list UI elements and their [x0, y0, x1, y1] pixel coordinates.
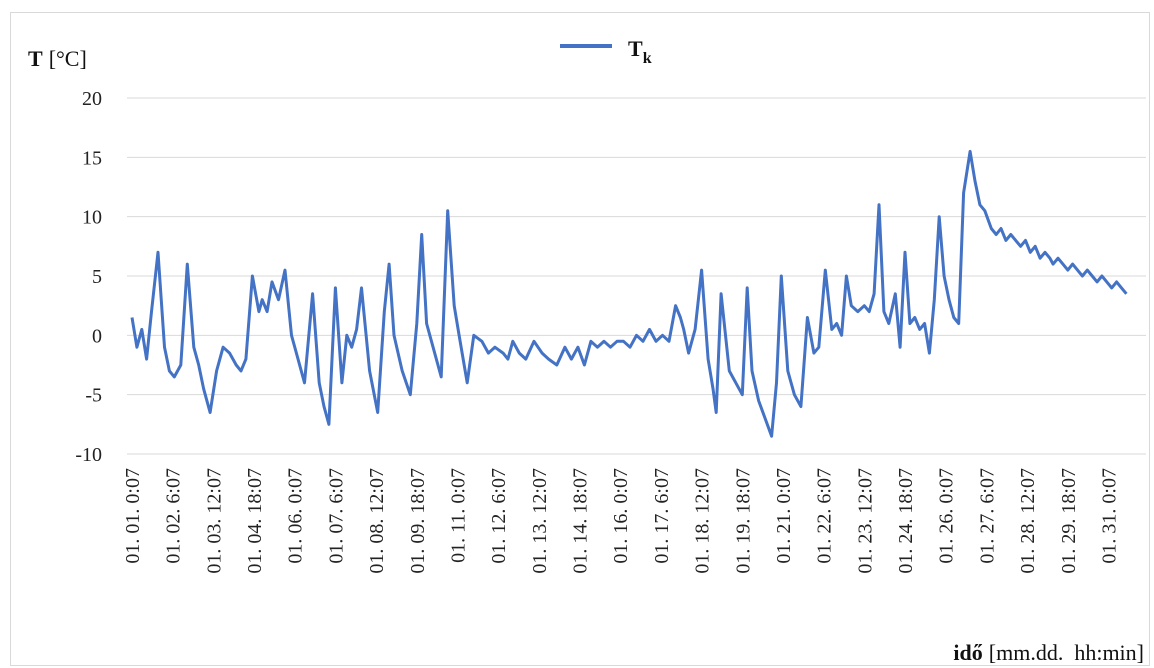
- x-tick-label-1: 01. 02. 6:07: [163, 468, 185, 564]
- y-axis-symbol: T: [28, 46, 43, 71]
- x-tick-label-12: 01. 16. 0:07: [610, 468, 632, 564]
- x-tick-label-5: 01. 07. 6:07: [325, 468, 347, 564]
- x-axis-title: idő [mm.dd. hh:min]: [953, 640, 1144, 665]
- y-tick-label-6: 20: [82, 88, 102, 110]
- x-tick-label-21: 01. 27. 6:07: [976, 468, 998, 564]
- y-tick-label-5: 15: [82, 147, 102, 169]
- x-tick-label-0: 01. 01. 0:07: [122, 468, 144, 564]
- legend-label-main: T: [628, 36, 643, 61]
- x-axis-format: [mm.dd. hh:min]: [989, 640, 1144, 665]
- x-tick-label-24: 01. 31. 0:07: [1098, 468, 1120, 564]
- y-tick-labels: -10 -5 0 5 10 15 20: [75, 88, 102, 466]
- x-tick-label-22: 01. 28. 12:07: [1017, 468, 1039, 574]
- x-tick-label-7: 01. 09. 18:07: [407, 468, 429, 574]
- x-tick-label-18: 01. 23. 12:07: [854, 468, 876, 574]
- x-tick-label-3: 01. 04. 18:07: [244, 468, 266, 574]
- x-tick-label-11: 01. 14. 18:07: [570, 468, 592, 574]
- x-tick-label-23: 01. 29. 18:07: [1058, 468, 1080, 574]
- chart-frame: [10, 12, 1150, 666]
- x-tick-label-10: 01. 13. 12:07: [529, 468, 551, 574]
- series-line-0: [130, 149, 1128, 438]
- x-tick-labels: 01. 01. 0:07 01. 02. 6:07 01. 03. 12:07 01.…: [122, 468, 1120, 574]
- x-tick-label-2: 01. 03. 12:07: [203, 468, 225, 574]
- x-tick-label-9: 01. 12. 6:07: [488, 468, 510, 564]
- legend-label: Tk: [628, 36, 652, 67]
- y-tick-label-4: 10: [82, 207, 102, 229]
- legend-label-subscript: k: [643, 50, 652, 67]
- y-axis-unit: [°C]: [49, 46, 87, 71]
- gridlines: [127, 97, 1146, 455]
- series-layer: [130, 149, 1128, 438]
- legend: Tk: [560, 36, 652, 67]
- y-tick-label-0: -10: [75, 444, 102, 466]
- x-tick-label-15: 01. 19. 18:07: [732, 468, 754, 574]
- x-tick-label-8: 01. 11. 0:07: [447, 468, 469, 563]
- x-tick-label-16: 01. 21. 0:07: [773, 468, 795, 564]
- x-tick-label-13: 01. 17. 6:07: [651, 468, 673, 564]
- x-tick-label-17: 01. 22. 6:07: [814, 468, 836, 564]
- x-tick-label-19: 01. 24. 18:07: [895, 468, 917, 574]
- y-tick-label-2: 0: [92, 325, 102, 347]
- x-axis-word: idő: [953, 640, 982, 665]
- y-tick-label-3: 5: [92, 266, 102, 288]
- x-tick-label-14: 01. 18. 12:07: [692, 468, 714, 574]
- y-axis-title: T [°C]: [28, 46, 87, 71]
- y-tick-label-1: -5: [85, 385, 102, 407]
- x-tick-label-4: 01. 06. 0:07: [285, 468, 307, 564]
- x-tick-label-20: 01. 26. 0:07: [936, 468, 958, 564]
- x-tick-label-6: 01. 08. 12:07: [366, 468, 388, 574]
